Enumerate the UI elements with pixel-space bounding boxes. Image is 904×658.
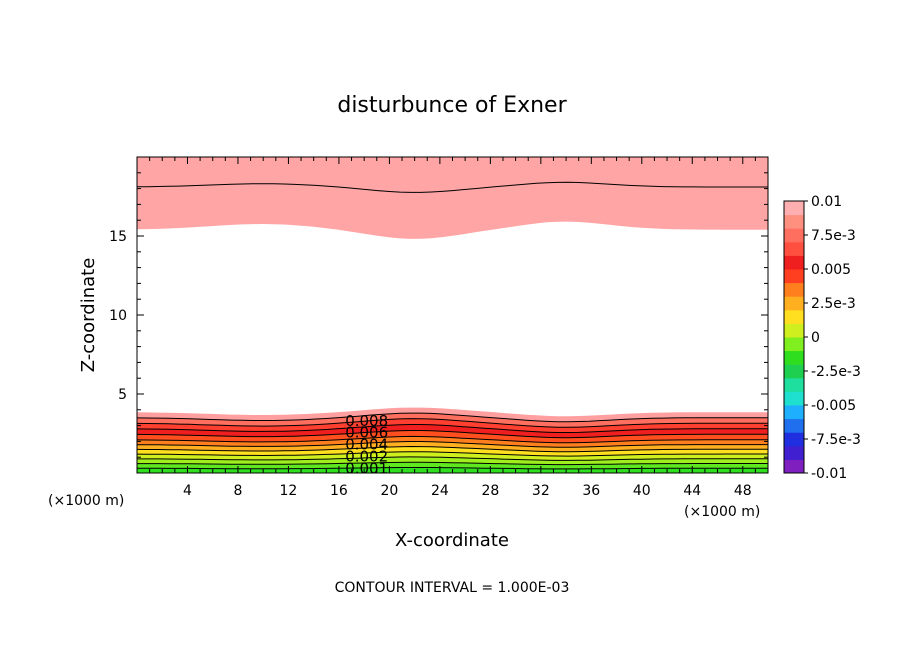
colorbar-label: -0.005	[811, 398, 856, 414]
x-tick-label: 4	[183, 483, 192, 499]
contour-line	[136, 445, 768, 453]
chart-title: disturbunce of Exner	[337, 93, 567, 118]
colorbar-label: 0.005	[811, 262, 851, 278]
upper-contour-band	[137, 157, 768, 239]
contour-line	[137, 467, 768, 470]
colorbar-swatch	[784, 201, 804, 216]
contour-line	[137, 456, 768, 461]
colorbar-swatch	[784, 228, 804, 243]
y-tick-label: 15	[109, 229, 127, 245]
colorbar-label: -7.5e-3	[811, 432, 861, 448]
y-tick-label: 10	[109, 308, 127, 324]
colorbar-label: 2.5e-3	[811, 296, 856, 312]
contour-line	[136, 181, 768, 193]
y-axis-label: Z-coordinate	[78, 258, 99, 373]
colorbar-label: -2.5e-3	[811, 364, 861, 380]
colorbar-swatch	[784, 364, 804, 379]
colorbar-swatch	[784, 323, 804, 338]
y-axis-ticks: 5 10 15	[109, 156, 768, 474]
contour-interval-footer: CONTOUR INTERVAL = 1.000E-03	[335, 580, 570, 596]
colorbar-swatch	[784, 350, 804, 365]
colorbar: 0.01 7.5e-3 0.005 2.5e-3 0 -2.5e-3 -0.005 -7.5e…	[783, 194, 861, 482]
x-tick-label: 8	[233, 483, 242, 499]
colorbar-swatch	[784, 269, 804, 284]
colorbar-label: 0	[811, 330, 820, 346]
contour-label: 0.004	[345, 436, 388, 454]
contour-label: 0.006	[345, 424, 388, 442]
colorbar-label: 7.5e-3	[811, 228, 856, 244]
x-tick-label: 36	[582, 483, 600, 499]
colorbar-swatch	[784, 255, 804, 270]
colorbar-swatch	[784, 282, 804, 297]
colorbar-swatch	[784, 241, 804, 256]
contour-line	[136, 424, 768, 433]
x-tick-label: 40	[633, 483, 651, 499]
colorbar-swatch	[784, 405, 804, 420]
contour-label: 0.008	[345, 412, 388, 430]
contour-line	[136, 412, 768, 423]
y-tick-label: 5	[118, 387, 127, 403]
colorbar-swatch	[784, 418, 804, 433]
contour-line	[136, 418, 768, 428]
contour-line	[137, 441, 768, 448]
colorbar-swatch	[784, 377, 804, 392]
x-tick-label: 12	[280, 483, 298, 499]
colorbar-swatch	[784, 309, 804, 324]
colorbar-swatch	[784, 445, 804, 460]
contour-line	[137, 461, 768, 466]
colorbar-swatch	[784, 459, 804, 474]
x-tick-label: 16	[330, 483, 348, 499]
plot-area	[136, 157, 768, 473]
colorbar-swatch	[784, 214, 804, 229]
x-tick-label: 20	[380, 483, 398, 499]
colorbar-swatch	[784, 432, 804, 447]
colorbar-swatch	[784, 391, 804, 406]
x-unit-left: (×1000 m)	[48, 493, 124, 509]
colorbar-label: -0.01	[811, 466, 847, 482]
contour-label: 0.001	[345, 459, 388, 477]
colorbar-label: 0.01	[811, 194, 842, 210]
contour-label: 0.002	[345, 447, 388, 465]
colorbar-swatch	[784, 337, 804, 352]
x-tick-label: 32	[532, 483, 550, 499]
contour-line	[136, 430, 768, 439]
x-unit-right: (×1000 m)	[684, 504, 760, 520]
x-axis-label: X-coordinate	[395, 530, 509, 551]
colorbar-swatch	[784, 296, 804, 311]
x-axis-ticks: 4 8 12 16 20 24 28 32 36 40 44 48	[136, 157, 769, 499]
contour-line	[136, 451, 768, 457]
x-tick-label: 44	[683, 483, 701, 499]
x-tick-label: 48	[734, 483, 752, 499]
contour-line	[136, 435, 768, 444]
x-tick-label: 28	[481, 483, 499, 499]
x-tick-label: 24	[431, 483, 449, 499]
